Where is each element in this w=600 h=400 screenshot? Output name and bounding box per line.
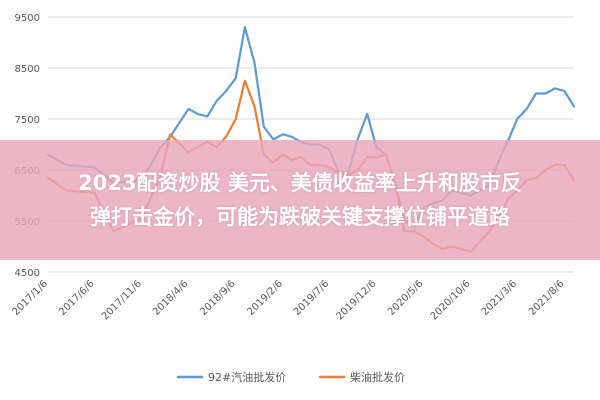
headline-line-2: 弹打击金价，可能为跌破关键支撑位铺平道路 [90, 205, 510, 229]
x-tick-label: 2019/2/6 [245, 278, 285, 318]
x-tick-label: 2021/3/6 [480, 278, 520, 318]
legend-label-1: 92#汽油批发价 [208, 370, 286, 384]
x-tick-label: 2020/10/6 [429, 278, 473, 322]
y-tick-label: 8500 [15, 64, 40, 75]
x-axis: 2017/1/6 2017/6/6 2017/11/6 2018/4/6 2018/9/… [11, 278, 567, 322]
x-tick-label: 2019/12/6 [335, 278, 379, 322]
x-tick-label: 2018/4/6 [151, 278, 191, 318]
x-tick-label: 2019/7/6 [292, 278, 332, 318]
legend: 92#汽油批发价 柴油批发价 [176, 370, 405, 384]
x-tick-label: 2020/5/6 [386, 278, 426, 318]
legend-label-2: 柴油批发价 [350, 370, 405, 384]
x-tick-label: 2017/1/6 [11, 278, 51, 318]
headline-line-1: 2023配资炒股 美元、美债收益率上升和股市反 [78, 171, 522, 195]
y-tick-label: 7500 [15, 115, 40, 126]
y-tick-label: 4500 [15, 268, 40, 279]
x-tick-label: 2017/11/6 [100, 278, 144, 322]
x-tick-label: 2017/6/6 [57, 278, 97, 318]
x-tick-label: 2021/8/6 [527, 278, 567, 318]
x-tick-label: 2018/9/6 [198, 278, 238, 318]
headline-banner: 2023配资炒股 美元、美债收益率上升和股市反 弹打击金价，可能为跌破关键支撑位… [0, 140, 600, 260]
y-tick-label: 9500 [15, 13, 40, 24]
